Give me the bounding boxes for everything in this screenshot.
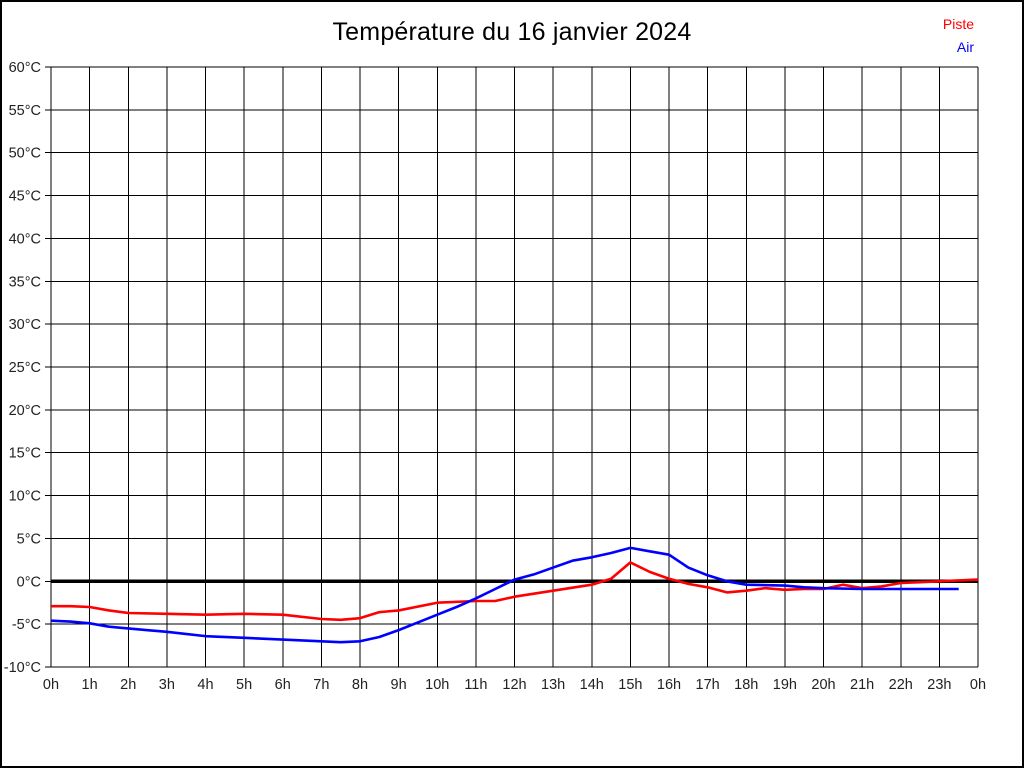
chart-title: Température du 16 janvier 2024 (332, 18, 692, 46)
y-axis-label: -10°C (4, 660, 41, 676)
x-axis-label: 16h (657, 677, 681, 693)
y-axis-label: 10°C (9, 489, 41, 505)
x-axis-label: 17h (696, 677, 720, 693)
x-axis-label: 23h (927, 677, 951, 693)
x-axis-label: 14h (580, 677, 604, 693)
x-axis-label: 3h (159, 677, 175, 693)
x-axis-label: 7h (313, 677, 329, 693)
x-axis-label: 0h (970, 677, 986, 693)
y-axis-label: 45°C (9, 189, 41, 205)
x-axis-label: 10h (425, 677, 449, 693)
x-axis-label: 20h (811, 677, 835, 693)
x-axis-label: 1h (82, 677, 98, 693)
x-axis-label: 9h (391, 677, 407, 693)
y-axis-label: 25°C (9, 360, 41, 376)
x-axis-label: 4h (197, 677, 213, 693)
x-axis-label: 8h (352, 677, 368, 693)
x-axis-label: 13h (541, 677, 565, 693)
x-axis-label: 19h (773, 677, 797, 693)
x-axis-label: 22h (889, 677, 913, 693)
x-axis-label: 18h (734, 677, 758, 693)
y-axis-label: 40°C (9, 231, 41, 247)
piste-temperature-line (51, 561, 979, 622)
y-axis-label: 50°C (9, 146, 41, 162)
y-axis-label: 55°C (9, 103, 41, 119)
y-axis-label: 30°C (9, 317, 41, 333)
y-axis-label: 20°C (9, 403, 41, 419)
legend-item-piste: Piste (942, 16, 974, 32)
y-axis-label: 5°C (17, 531, 41, 547)
y-axis-label: 0°C (17, 574, 41, 590)
legend-item-air: Air (956, 39, 974, 55)
y-axis-label: -5°C (12, 617, 41, 633)
air-temperature-line (50, 546, 959, 644)
x-axis-label: 6h (275, 677, 291, 693)
x-axis-label: 21h (850, 677, 874, 693)
x-axis-label: 15h (618, 677, 642, 693)
y-axis-label: 60°C (9, 60, 41, 76)
x-axis-label: 0h (43, 677, 59, 693)
legend: Piste Air (943, 13, 974, 59)
x-axis-label: 5h (236, 677, 252, 693)
y-axis-label: 35°C (9, 274, 41, 290)
x-axis-label: 2h (120, 677, 136, 693)
y-axis-label: 15°C (9, 446, 41, 462)
x-axis-label: 12h (502, 677, 526, 693)
x-axis-label: 11h (464, 677, 487, 693)
